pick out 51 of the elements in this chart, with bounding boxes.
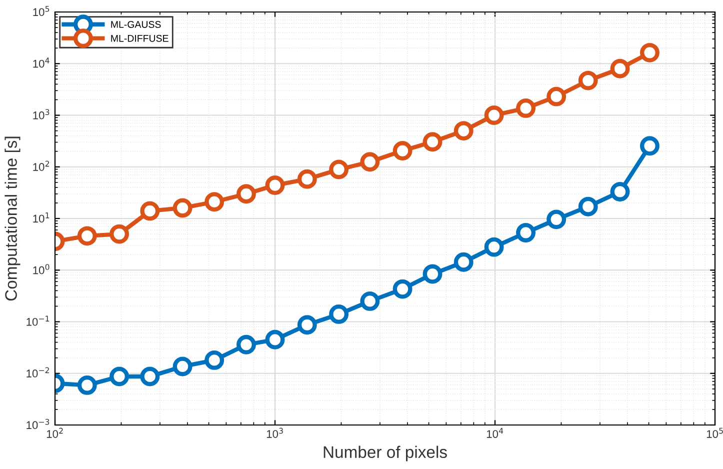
point [484,106,504,125]
point [297,169,317,189]
legend-label: ML-DIFFUSE [111,34,168,42]
y-tick-label: 10$^{3}$ [33,109,50,120]
point [297,315,317,335]
x-tick-label: 10$^{2}$ [46,428,63,438]
point [640,42,660,62]
point [454,252,474,272]
point [360,291,380,311]
x-tick-label: 10$^{4}$ [486,428,504,438]
x-tick-label: 10$^{5}$ [706,428,723,438]
point [422,264,442,284]
point [204,192,224,212]
point [110,224,130,244]
y-tick-label: 10$^{2}$ [33,160,49,171]
point [236,334,256,354]
point [360,152,380,172]
point [516,98,536,118]
point [172,198,192,218]
y-axis-title: Computational time [s] [4,136,20,301]
point [204,350,224,370]
point [140,366,160,386]
point [265,176,285,196]
y-tick-label: 10$^{1}$ [33,212,50,223]
point [640,136,660,156]
point [516,223,536,242]
point [265,330,285,350]
y-tick-label: 10$^{−2}$ [26,367,49,378]
point [578,196,598,216]
y-tick-label: 10$^{4}$ [33,58,50,68]
point [546,210,566,230]
point [546,86,566,106]
point [236,184,256,204]
point [329,160,349,180]
point [610,58,630,78]
y-tick-label: 10$^{−1}$ [26,316,50,326]
x-axis-title: Number of pixels [324,446,447,462]
point [140,201,160,221]
point [329,304,349,324]
point [484,237,504,257]
y-tick-label: 10$^{5}$ [33,6,50,16]
point [610,182,630,202]
x-tick-label: 10$^{3}$ [266,428,283,438]
y-tick-label: 10$^{−3}$ [26,418,50,430]
point [578,70,598,90]
point [110,366,130,386]
point [422,132,442,152]
y-tick-label: 10$^{0}$ [33,264,50,274]
legend-label: ML-GAUSS [111,21,161,28]
point [172,356,192,376]
point [454,121,474,141]
